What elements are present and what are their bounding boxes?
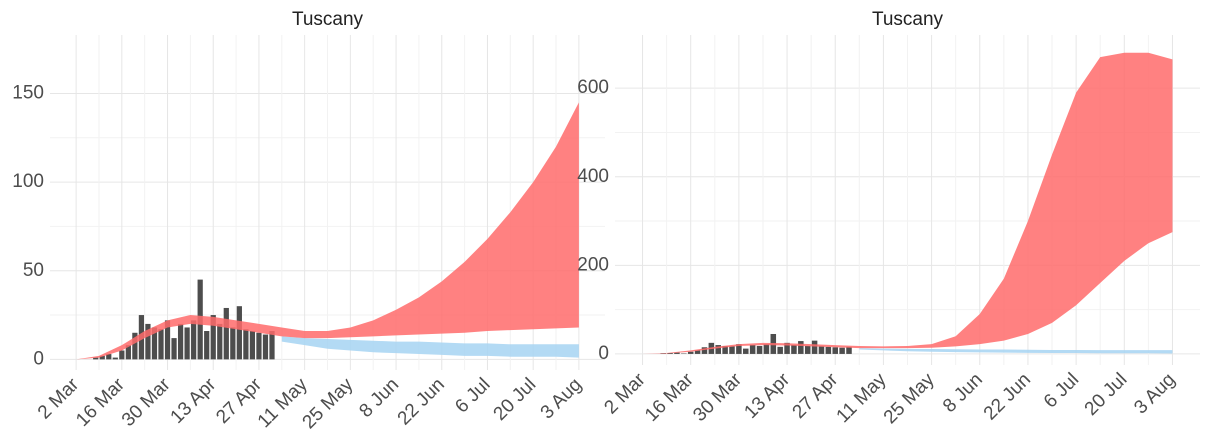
x-tick-label: 22 Jun <box>394 374 449 429</box>
bar <box>191 320 197 360</box>
x-tick-label: 22 Jun <box>980 369 1035 424</box>
bar <box>112 357 118 360</box>
band <box>642 52 1173 354</box>
y-tick-label: 150 <box>12 83 44 104</box>
bar <box>236 306 242 360</box>
bar <box>106 354 112 360</box>
bar <box>223 307 229 360</box>
bar <box>262 334 269 360</box>
x-tick-label: 13 Apr <box>740 369 794 423</box>
x-tick-label: 30 Mar <box>118 374 175 431</box>
bar <box>811 340 818 354</box>
bar <box>217 323 223 360</box>
bar <box>171 338 177 360</box>
x-tick-label: 6 Jul <box>1040 369 1083 412</box>
bar <box>158 329 164 360</box>
bar <box>667 353 673 354</box>
bar <box>798 341 804 354</box>
bar <box>119 350 125 360</box>
bar <box>749 345 756 354</box>
y-tick-label: 600 <box>577 77 609 98</box>
bar <box>256 332 262 360</box>
bar <box>210 315 216 360</box>
x-tick-label: 20 Jul <box>1081 369 1132 420</box>
bar <box>743 348 749 354</box>
chart-title: Tuscany <box>872 9 944 30</box>
band <box>859 348 1173 354</box>
x-tick-label: 30 Mar <box>689 369 746 426</box>
x-tick-label: 3 Aug <box>1130 369 1179 418</box>
bar <box>674 352 680 354</box>
bar <box>177 323 184 360</box>
chart-title: Tuscany <box>292 9 364 30</box>
bar <box>804 345 811 354</box>
bar <box>243 329 249 360</box>
bar <box>818 346 825 354</box>
y-tick-label: 0 <box>598 343 609 364</box>
y-tick-label: 50 <box>23 260 44 281</box>
bar <box>164 320 171 360</box>
bar <box>777 346 783 354</box>
bar <box>151 327 158 360</box>
y-tick-label: 400 <box>577 166 609 187</box>
bar <box>687 351 694 354</box>
band <box>281 336 579 358</box>
x-tick-label: 11 May <box>833 369 891 427</box>
bar <box>763 344 770 354</box>
y-tick-label: 0 <box>33 348 44 369</box>
bar <box>269 331 275 360</box>
bar <box>99 355 105 360</box>
bar <box>184 327 190 360</box>
bar <box>694 350 701 354</box>
bar <box>145 323 151 360</box>
bar <box>249 331 256 360</box>
y-tick-label: 100 <box>12 171 44 192</box>
x-tick-label: 16 Mar <box>72 374 129 431</box>
bar <box>825 346 832 354</box>
y-tick-label: 200 <box>577 254 609 275</box>
x-tick-label: 25 May <box>880 369 939 428</box>
bar <box>756 345 763 354</box>
bar <box>722 345 728 354</box>
bar <box>701 347 708 354</box>
bar <box>132 332 138 360</box>
band <box>76 102 579 360</box>
bar <box>791 345 797 354</box>
x-tick-label: 16 Mar <box>641 369 698 426</box>
bar <box>125 345 131 360</box>
bar <box>230 327 236 360</box>
bar <box>204 331 210 360</box>
x-tick-label: 20 Jul <box>490 374 541 425</box>
x-tick-label: 13 Apr <box>167 374 221 428</box>
bar <box>729 346 735 354</box>
x-tick-label: 3 Aug <box>537 374 586 423</box>
bar <box>715 345 721 354</box>
bar <box>832 347 838 354</box>
bar <box>846 346 852 354</box>
bar <box>93 357 99 360</box>
bar <box>784 342 790 354</box>
x-tick-label: 25 May <box>299 374 358 433</box>
x-tick-label: 6 Jul <box>451 374 494 417</box>
bar <box>736 344 742 354</box>
bar <box>839 347 845 354</box>
